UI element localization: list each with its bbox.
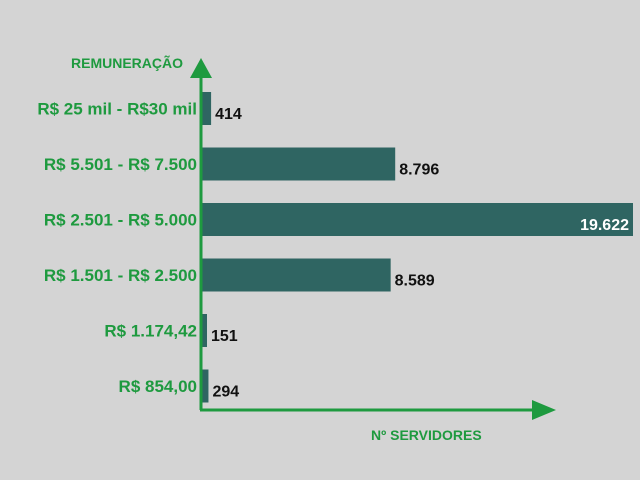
bar-4 [202, 314, 207, 347]
bar-2 [202, 203, 633, 236]
bars-layer [202, 92, 633, 403]
bar-3 [202, 258, 391, 292]
value-label-4: 151 [211, 328, 238, 345]
y-axis-title: REMUNERAÇÃO [71, 54, 183, 71]
x-axis-title: Nº SERVIDORES [371, 427, 482, 443]
y-axis-arrow-icon [190, 58, 212, 78]
axes-layer: REMUNERAÇÃO Nº SERVIDORES [71, 54, 556, 443]
category-label-5: R$ 854,00 [119, 377, 197, 396]
value-label-5: 294 [212, 384, 239, 401]
category-label-2: R$ 2.501 - R$ 5.000 [44, 211, 197, 230]
value-label-3: 8.589 [395, 273, 435, 290]
value-label-2: 19.622 [580, 217, 629, 234]
bar-0 [202, 92, 212, 125]
bar-5 [202, 369, 209, 403]
labels-layer: R$ 25 mil - R$30 mil 414 R$ 5.501 - R$ 7.5… [37, 100, 629, 401]
x-axis-arrow-icon [532, 400, 556, 420]
category-label-0: R$ 25 mil - R$30 mil [37, 100, 197, 119]
category-label-3: R$ 1.501 - R$ 2.500 [44, 266, 197, 285]
value-label-1: 8.796 [399, 162, 439, 179]
category-label-4: R$ 1.174,42 [104, 322, 197, 341]
value-label-0: 414 [215, 106, 242, 123]
category-label-1: R$ 5.501 - R$ 7.500 [44, 155, 197, 174]
bar-1 [202, 147, 396, 181]
